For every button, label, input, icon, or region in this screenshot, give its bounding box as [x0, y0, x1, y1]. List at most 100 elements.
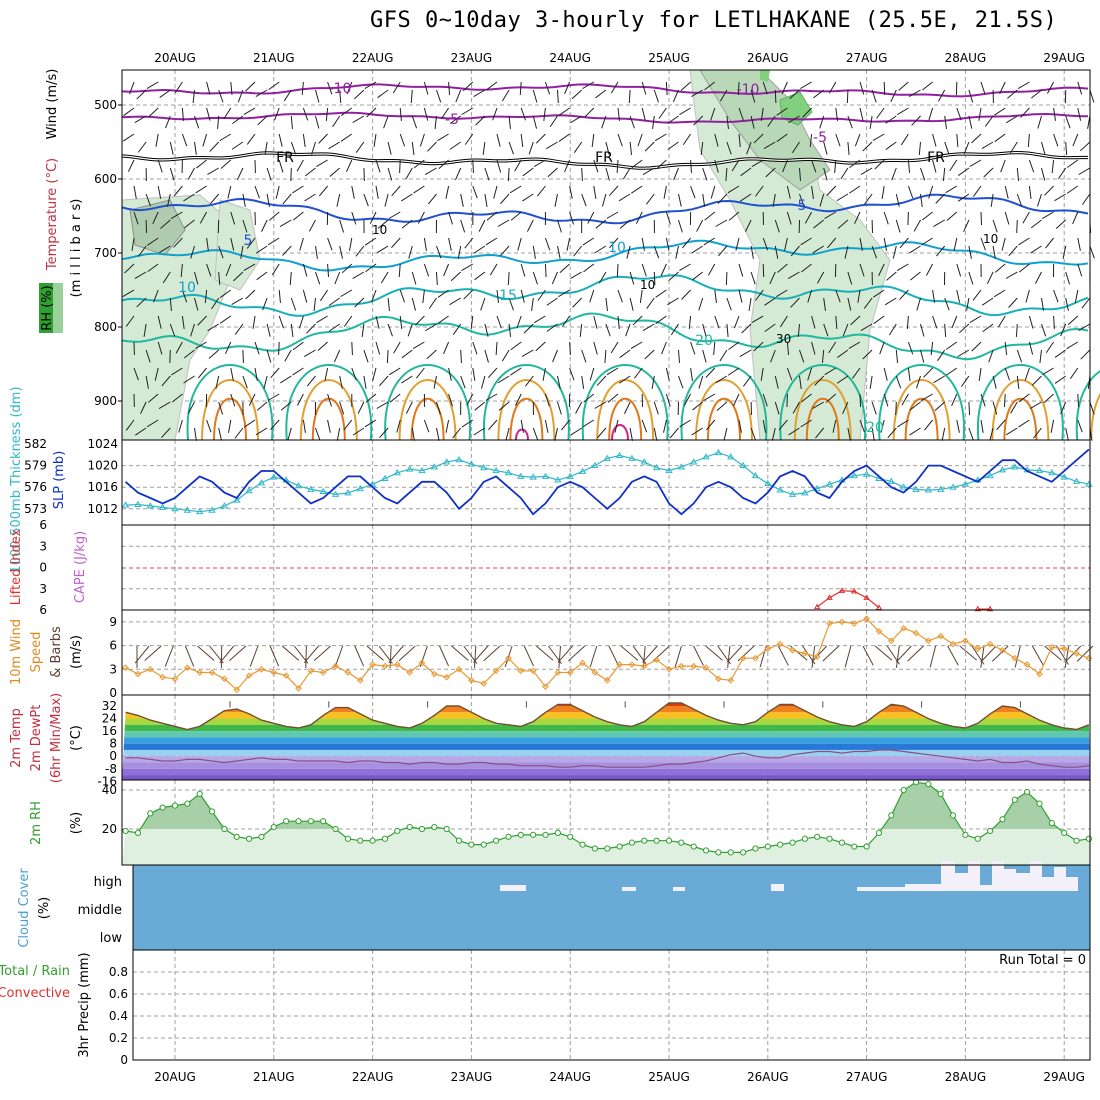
wind-barb — [375, 315, 380, 329]
date-label-bottom: 26AUG — [747, 1070, 789, 1084]
wind-barb — [1043, 393, 1054, 404]
wind-barb — [907, 159, 911, 173]
temp-band — [122, 762, 1090, 769]
wind-barb — [1028, 185, 1032, 199]
wind10-speed-line-point — [752, 654, 759, 662]
thickness-line-point — [331, 490, 340, 497]
wind-barb — [630, 341, 643, 349]
ylabel-thickness: 1000-500mb Thickness (dm) — [9, 386, 24, 573]
wind10-speed-line-point — [295, 684, 302, 692]
li-tick: 3 — [39, 539, 47, 553]
contour-label: 10 — [608, 240, 626, 256]
wind-barb — [411, 297, 417, 311]
wind-barb — [436, 401, 441, 415]
wind-barb — [485, 237, 498, 246]
wind-barb — [472, 185, 478, 199]
rh2m-line-point — [764, 843, 771, 850]
wind-barb — [174, 81, 183, 94]
wind-barb — [790, 297, 800, 308]
wind-barb — [702, 349, 707, 363]
wind-barb — [301, 81, 304, 95]
thickness-line-point — [591, 461, 599, 469]
wind-barb — [123, 107, 135, 117]
wind-barb — [255, 89, 268, 98]
wind-barb — [731, 159, 740, 172]
wind-barb — [165, 115, 171, 129]
wind-barb — [895, 401, 897, 416]
wind10-speed-line-point — [1036, 670, 1043, 678]
wind10-speed-line-point — [1085, 654, 1093, 662]
wind-barb — [944, 323, 947, 338]
thickness-line-point — [739, 461, 747, 469]
wind-barb — [292, 211, 304, 221]
wind-barb — [750, 89, 756, 103]
wind-barb — [750, 245, 754, 259]
wind-barb — [408, 245, 413, 259]
wind-barb — [146, 81, 159, 90]
wind-barb — [365, 263, 377, 273]
wind-barb — [354, 89, 365, 100]
temp-contour-20-lobe — [285, 364, 373, 441]
wind-barb — [219, 133, 232, 142]
temp-band — [122, 775, 1090, 780]
wind-barb — [399, 107, 402, 121]
wind10-speed-line-point — [517, 667, 525, 675]
wind-barb — [152, 211, 159, 225]
wind-barb — [557, 245, 561, 259]
wind-barb — [411, 427, 415, 441]
wind-barb — [557, 401, 562, 415]
wind-barb — [932, 289, 936, 303]
wind-barb — [641, 107, 646, 121]
wind-barb — [581, 349, 587, 363]
wind-barb — [992, 245, 996, 259]
wind-barb — [399, 315, 403, 329]
wind-barb — [719, 89, 728, 102]
wind-barb — [669, 427, 679, 439]
wind-barb — [698, 297, 704, 311]
wind-barb — [327, 81, 333, 95]
wind-barb — [705, 367, 716, 378]
wind-barb — [786, 341, 790, 355]
wind-barb — [292, 185, 304, 194]
wind-barb — [298, 315, 304, 329]
wind-barb — [941, 427, 946, 441]
wind10-speed-line-point — [887, 637, 895, 645]
wind-barb — [275, 185, 280, 199]
wind-barb — [194, 271, 199, 285]
chart-title: GFS 0~10day 3-hourly for LETLHAKANE (25.… — [370, 8, 1058, 33]
cloud-gap-high — [500, 885, 526, 891]
temp-contour-25 — [892, 379, 951, 441]
wind-barb — [536, 185, 546, 197]
wind10-speed-line-point — [171, 675, 179, 683]
wind-barb — [622, 167, 631, 180]
wind-barb — [1030, 245, 1042, 254]
wind-barb — [328, 141, 340, 150]
temp-contour-25 — [991, 379, 1050, 441]
wind-barb — [532, 89, 538, 103]
wind-barb — [629, 427, 633, 441]
wind-barb — [493, 185, 498, 199]
wind-barb — [470, 315, 474, 329]
wind-barb — [557, 219, 562, 233]
wind-barb — [308, 219, 316, 232]
wind-barb — [958, 167, 970, 176]
wind-barb — [591, 133, 595, 147]
wind-barb — [542, 367, 546, 381]
temp-contour-30 — [805, 397, 840, 441]
rh2m-line-point — [702, 847, 710, 854]
wind-barb — [672, 89, 679, 103]
wind-barb — [501, 89, 510, 102]
wind-barb — [443, 263, 450, 277]
wind-barb — [227, 185, 232, 199]
wind-barb — [1053, 133, 1059, 147]
rh2m-line-point — [1061, 829, 1068, 837]
wind-barb — [455, 167, 462, 181]
wind-barb — [992, 401, 998, 415]
thickness-line-point — [665, 466, 673, 474]
wind-barb — [944, 141, 950, 155]
wind-barb — [801, 263, 812, 273]
wind-barb — [971, 133, 982, 144]
rh2m-line-point — [1011, 796, 1018, 803]
wind-barb — [414, 315, 425, 326]
wind-barb — [1005, 271, 1018, 279]
